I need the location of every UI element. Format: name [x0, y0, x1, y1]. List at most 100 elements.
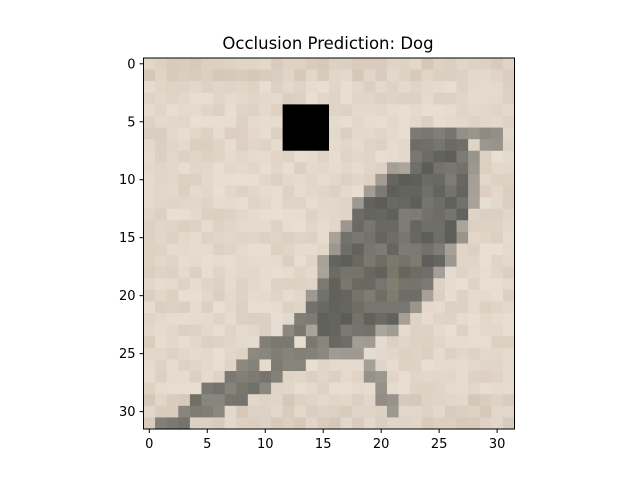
image-pixel — [502, 81, 516, 94]
image-pixel — [155, 278, 168, 291]
image-pixel — [155, 115, 168, 129]
image-pixel — [271, 173, 284, 187]
image-pixel — [456, 104, 469, 117]
image-pixel — [189, 197, 203, 210]
image-pixel — [294, 58, 307, 71]
image-pixel — [352, 197, 365, 210]
image-pixel — [305, 359, 318, 372]
image-pixel — [189, 58, 203, 71]
image-pixel — [352, 313, 365, 326]
image-pixel — [247, 266, 261, 279]
image-pixel — [456, 417, 469, 430]
image-pixel — [479, 347, 492, 361]
image-pixel — [294, 150, 307, 163]
plot-frame — [143, 57, 515, 430]
image-pixel — [491, 336, 504, 349]
image-pixel — [398, 313, 411, 326]
image-pixel — [317, 405, 330, 418]
image-pixel — [224, 278, 237, 291]
image-pixel — [259, 371, 272, 384]
image-pixel — [259, 162, 272, 175]
image-pixel — [143, 150, 156, 163]
image-pixel — [352, 301, 365, 314]
image-pixel — [502, 58, 516, 71]
image-pixel — [201, 127, 214, 140]
image-pixel — [456, 301, 469, 314]
image-pixel — [352, 324, 365, 337]
image-pixel — [491, 69, 504, 82]
image-pixel — [155, 371, 168, 384]
image-pixel — [236, 347, 249, 361]
image-pixel — [340, 92, 353, 105]
image-pixel — [213, 394, 226, 407]
image-pixel — [189, 69, 203, 82]
image-pixel — [282, 405, 295, 418]
image-pixel — [468, 359, 481, 372]
image-pixel — [444, 417, 458, 430]
image-pixel — [329, 220, 342, 233]
image-pixel — [213, 185, 226, 198]
image-pixel — [468, 313, 481, 326]
image-pixel — [491, 127, 504, 140]
image-pixel — [456, 359, 469, 372]
image-pixel — [375, 289, 388, 303]
image-pixel — [247, 336, 261, 349]
image-pixel — [502, 127, 516, 140]
image-pixel — [282, 69, 295, 82]
image-pixel — [143, 208, 156, 221]
image-pixel — [201, 266, 214, 279]
image-pixel — [271, 220, 284, 233]
image-pixel — [282, 382, 295, 395]
image-pixel — [444, 359, 458, 372]
image-pixel — [305, 173, 318, 187]
image-pixel — [247, 405, 261, 418]
image-pixel — [282, 150, 295, 163]
image-pixel — [247, 278, 261, 291]
image-pixel — [479, 69, 492, 82]
image-pixel — [213, 162, 226, 175]
image-pixel — [155, 382, 168, 395]
image-pixel — [340, 162, 353, 175]
image-pixel — [224, 173, 237, 187]
image-pixel — [236, 371, 249, 384]
image-pixel — [410, 371, 423, 384]
image-pixel — [236, 266, 249, 279]
image-pixel — [189, 313, 203, 326]
image-pixel — [502, 336, 516, 349]
image-pixel — [386, 150, 400, 163]
image-pixel — [282, 81, 295, 94]
image-pixel — [502, 197, 516, 210]
image-pixel — [189, 220, 203, 233]
image-pixel — [363, 92, 376, 105]
image-pixel — [375, 197, 388, 210]
image-pixel — [398, 278, 411, 291]
image-pixel — [479, 255, 492, 268]
image-pixel — [456, 266, 469, 279]
image-pixel — [421, 255, 434, 268]
image-pixel — [236, 324, 249, 337]
y-tick-label: 20 — [119, 289, 136, 304]
image-pixel — [444, 278, 458, 291]
image-pixel — [201, 115, 214, 129]
image-pixel — [386, 139, 400, 152]
image-pixel — [410, 150, 423, 163]
image-pixel — [444, 289, 458, 303]
image-pixel — [305, 394, 318, 407]
image-pixel — [468, 92, 481, 105]
image-pixel — [375, 347, 388, 361]
image-pixel — [410, 289, 423, 303]
image-pixel — [271, 324, 284, 337]
image-pixel — [329, 255, 342, 268]
image-pixel — [375, 243, 388, 256]
image-pixel — [468, 289, 481, 303]
image-pixel — [189, 208, 203, 221]
image-pixel — [178, 104, 191, 117]
image-pixel — [444, 58, 458, 71]
image-pixel — [491, 313, 504, 326]
image-pixel — [224, 382, 237, 395]
image-pixel — [271, 371, 284, 384]
occlusion-patch — [282, 104, 329, 151]
image-pixel — [444, 347, 458, 361]
image-pixel — [502, 208, 516, 221]
image-pixel — [329, 324, 342, 337]
